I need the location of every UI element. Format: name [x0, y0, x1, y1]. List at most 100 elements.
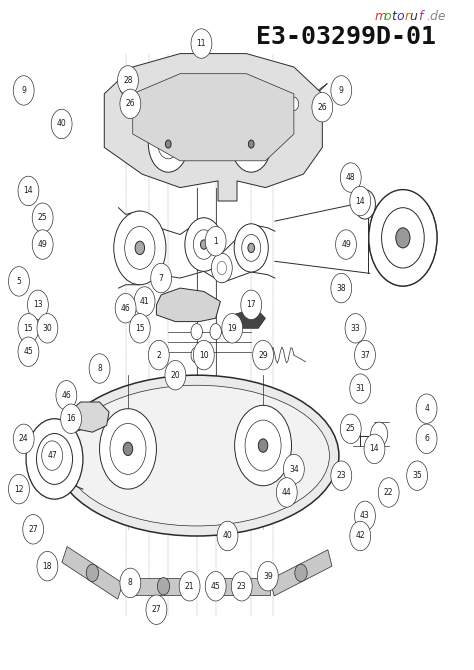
Polygon shape: [66, 402, 109, 432]
Circle shape: [191, 29, 212, 58]
Polygon shape: [104, 54, 322, 201]
Circle shape: [312, 92, 333, 122]
Circle shape: [9, 474, 29, 504]
Circle shape: [331, 76, 352, 105]
Circle shape: [364, 434, 385, 464]
Circle shape: [336, 230, 356, 259]
Circle shape: [267, 89, 278, 105]
Circle shape: [148, 340, 169, 370]
Circle shape: [295, 564, 307, 582]
Circle shape: [416, 424, 437, 454]
Text: 14: 14: [356, 196, 365, 206]
Text: 9: 9: [21, 86, 26, 95]
Text: 48: 48: [346, 173, 356, 182]
Circle shape: [193, 230, 214, 259]
Text: 7: 7: [159, 273, 164, 283]
Circle shape: [179, 572, 200, 601]
Circle shape: [32, 203, 53, 232]
Text: 18: 18: [43, 561, 52, 571]
Text: 12: 12: [14, 484, 24, 494]
Circle shape: [23, 515, 44, 544]
Circle shape: [135, 241, 145, 255]
Text: 38: 38: [337, 283, 346, 293]
Text: 29: 29: [258, 350, 268, 360]
Circle shape: [378, 478, 399, 507]
Text: 20: 20: [171, 371, 180, 380]
Text: 21: 21: [185, 582, 194, 591]
Circle shape: [42, 441, 63, 470]
Circle shape: [369, 190, 437, 286]
Circle shape: [86, 564, 99, 582]
Circle shape: [234, 224, 268, 272]
Circle shape: [129, 314, 150, 343]
Bar: [270, 550, 332, 596]
Text: 35: 35: [412, 471, 422, 480]
Circle shape: [258, 439, 268, 452]
Text: o: o: [383, 10, 391, 23]
Text: 28: 28: [123, 76, 133, 85]
Text: 24: 24: [19, 434, 28, 444]
Text: 47: 47: [47, 451, 57, 460]
Text: E3-03299D-01: E3-03299D-01: [256, 25, 436, 49]
Text: 26: 26: [126, 99, 135, 109]
Circle shape: [350, 374, 371, 403]
Text: r: r: [404, 10, 409, 23]
Circle shape: [331, 273, 352, 303]
Circle shape: [211, 253, 232, 283]
Text: 19: 19: [228, 324, 237, 333]
Text: 44: 44: [282, 488, 292, 497]
Text: 10: 10: [199, 350, 209, 360]
Circle shape: [242, 234, 261, 261]
Polygon shape: [232, 308, 265, 328]
Circle shape: [205, 572, 226, 601]
Text: 49: 49: [341, 240, 351, 249]
Circle shape: [32, 230, 53, 259]
Circle shape: [26, 419, 83, 499]
Circle shape: [13, 76, 34, 105]
Circle shape: [233, 578, 246, 595]
Circle shape: [191, 324, 202, 340]
Circle shape: [345, 314, 366, 343]
Circle shape: [205, 226, 226, 256]
Circle shape: [134, 287, 155, 316]
Circle shape: [416, 394, 437, 423]
Circle shape: [407, 461, 428, 490]
Text: f: f: [418, 10, 422, 23]
Bar: [62, 547, 123, 599]
Circle shape: [248, 243, 255, 253]
Text: 25: 25: [346, 424, 356, 433]
Text: 8: 8: [128, 578, 133, 588]
Circle shape: [37, 314, 58, 343]
Text: 15: 15: [24, 324, 33, 333]
Text: 6: 6: [424, 434, 429, 444]
Text: 37: 37: [360, 350, 370, 360]
Circle shape: [371, 422, 388, 446]
Circle shape: [165, 140, 171, 148]
Circle shape: [235, 405, 292, 486]
Circle shape: [50, 452, 59, 466]
Text: 15: 15: [135, 324, 145, 333]
Circle shape: [146, 595, 167, 624]
Circle shape: [217, 521, 238, 551]
Circle shape: [217, 261, 227, 275]
Text: 4: 4: [424, 404, 429, 413]
Circle shape: [350, 186, 371, 216]
Circle shape: [36, 433, 73, 484]
Text: 25: 25: [38, 213, 47, 222]
Text: 43: 43: [360, 511, 370, 521]
Circle shape: [13, 424, 34, 454]
Circle shape: [27, 290, 48, 320]
Circle shape: [257, 561, 278, 591]
Text: 22: 22: [384, 488, 393, 497]
Circle shape: [396, 228, 410, 248]
Ellipse shape: [55, 375, 339, 536]
Text: .de: .de: [427, 10, 446, 23]
Circle shape: [18, 314, 39, 343]
Text: 23: 23: [237, 582, 246, 591]
Text: 42: 42: [356, 531, 365, 541]
Text: o: o: [396, 10, 404, 23]
Text: 23: 23: [337, 471, 346, 480]
Text: 16: 16: [66, 414, 76, 423]
Circle shape: [231, 116, 271, 172]
Circle shape: [89, 354, 110, 383]
